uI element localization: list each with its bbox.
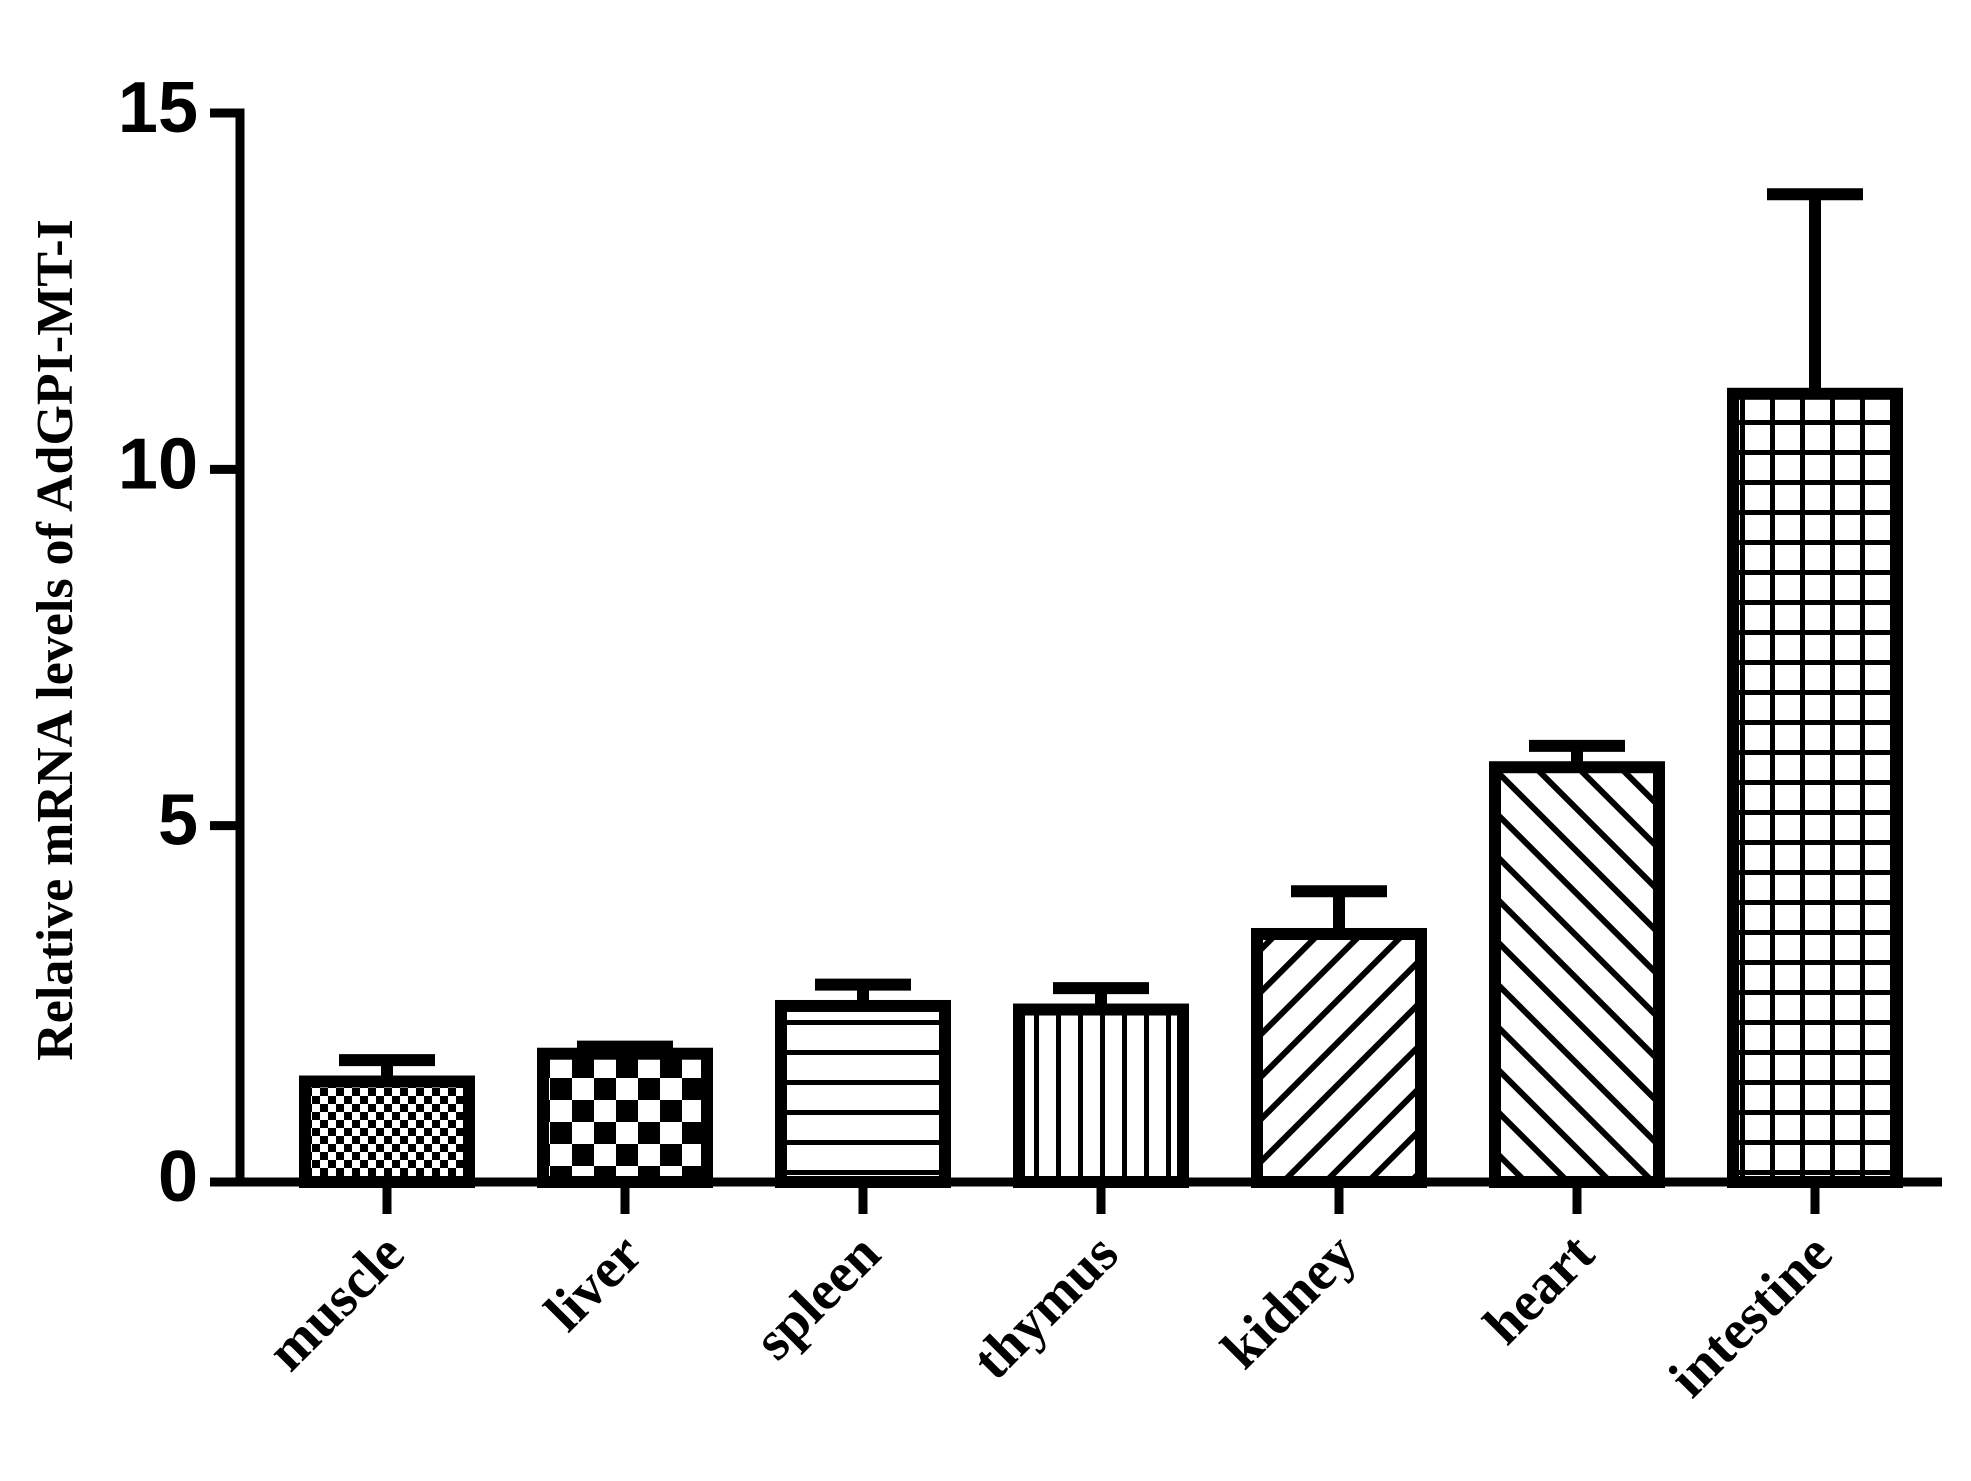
y-tick-label: 0 — [158, 1137, 198, 1217]
x-tick-label: kidney — [1210, 1222, 1368, 1380]
y-axis-label: Relative mRNA levels of AdGPI-MT-I — [27, 219, 84, 1061]
x-tick-label: spleen — [743, 1222, 892, 1371]
y-tick-label: 10 — [118, 424, 198, 504]
bar — [1727, 387, 1903, 1189]
x-tick-label: heart — [1472, 1222, 1606, 1356]
x-tick-label: liver — [533, 1222, 654, 1343]
y-tick-label: 5 — [158, 781, 198, 861]
x-tick-label: muscle — [256, 1222, 416, 1382]
bar — [537, 1047, 713, 1188]
bar — [775, 999, 951, 1188]
bar — [299, 1075, 475, 1189]
y-tick-label: 15 — [118, 68, 198, 148]
bar — [1489, 761, 1665, 1189]
bar — [1013, 1003, 1189, 1188]
bar — [1251, 927, 1427, 1188]
x-tick-label: intestine — [1657, 1222, 1844, 1409]
x-tick-label: thymus — [961, 1222, 1130, 1391]
